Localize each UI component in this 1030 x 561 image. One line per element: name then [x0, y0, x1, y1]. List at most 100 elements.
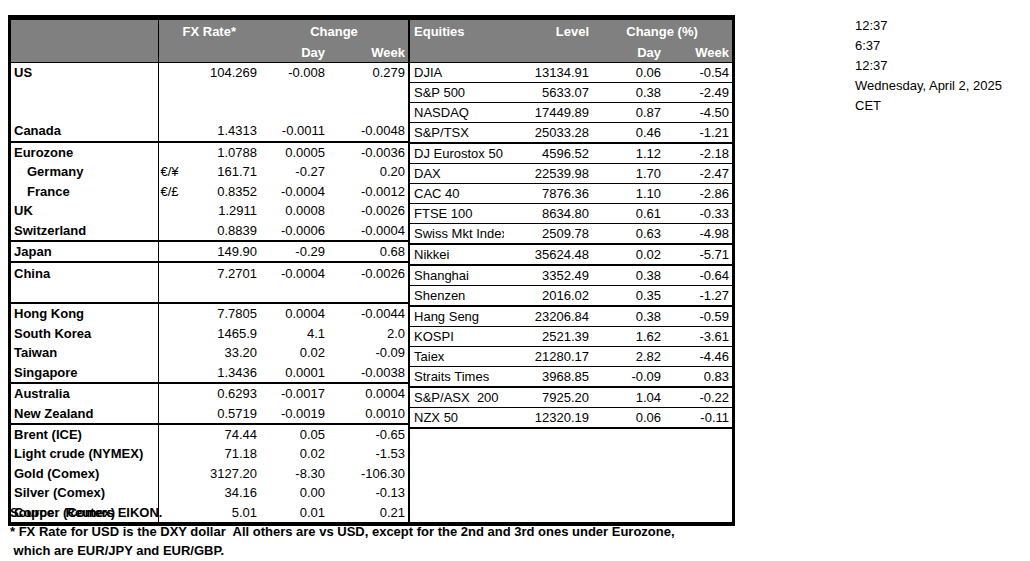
equities-table-row: CAC 407876.361.10-2.86 — [409, 184, 732, 204]
fx-day-change-value: 0.0001 — [260, 362, 328, 382]
fx-pair-label — [158, 142, 190, 162]
fx-rate-value — [190, 102, 260, 121]
fx-table-row: China7.2701-0.0004-0.0026 — [11, 262, 408, 282]
fx-day-change-value: -0.29 — [260, 241, 328, 262]
fx-row-label: Taiwan — [11, 343, 158, 362]
fx-week-change-value: -0.0036 — [328, 142, 408, 162]
equities-table-row: NASDAQ17449.890.87-4.50 — [409, 103, 732, 123]
fx-day-change-value: 0.0008 — [260, 201, 328, 220]
equity-day-change-value: 0.06 — [592, 63, 664, 83]
fx-row-label: US — [11, 63, 158, 83]
equity-day-change-value: 0.38 — [592, 306, 664, 327]
equity-day-change-value: 1.10 — [592, 184, 664, 204]
fx-rate-value: 0.8839 — [190, 220, 260, 240]
fx-day-change-value: 0.02 — [260, 444, 328, 463]
equities-table-body: DJIA13134.910.06-0.54S&P 5005633.070.38-… — [409, 63, 732, 523]
fx-week-change-value — [328, 82, 408, 101]
time-2: 6:37 — [855, 36, 1002, 56]
fx-week-change-value: -0.13 — [328, 483, 408, 502]
equities-header-blank — [504, 43, 592, 63]
fx-week-change-value: -0.0012 — [328, 182, 408, 201]
footnotes: Source: Reuters EIKON. * FX Rate for USD… — [10, 503, 675, 560]
fx-table-row: Hong Kong7.78050.0004-0.0044 — [11, 303, 408, 323]
fx-week-change-value — [328, 102, 408, 121]
fx-table-row: Brent (ICE)74.440.05-0.65 — [11, 424, 408, 444]
fx-rate-value: 3127.20 — [190, 464, 260, 483]
equity-index-label: KOSPI — [409, 327, 504, 347]
fx-week-change-value: -1.53 — [328, 444, 408, 463]
equity-index-label: Straits Times — [409, 367, 504, 388]
equity-day-change-value: 0.63 — [592, 224, 664, 245]
fx-day-change-value: -0.0011 — [260, 121, 328, 141]
fx-day-change-value: 0.0005 — [260, 142, 328, 162]
fx-row-label: Australia — [11, 383, 158, 403]
fx-table-row: Silver (Comex)34.160.00-0.13 — [11, 483, 408, 502]
fx-pair-label — [158, 82, 190, 101]
fx-week-change-value: -0.65 — [328, 424, 408, 444]
fx-table-body: US104.269-0.0080.279Canada1.4313-0.0011-… — [11, 63, 408, 523]
equities-table-row: Hang Seng23206.840.38-0.59 — [409, 306, 732, 327]
fx-day-change-value: 0.02 — [260, 343, 328, 362]
fx-change-column-header: Change — [260, 20, 408, 43]
fx-row-label: China — [11, 262, 158, 282]
fx-week-change-value: -0.0026 — [328, 262, 408, 282]
equity-week-change-value: -4.98 — [664, 224, 732, 245]
equities-week-column-header: Week — [664, 43, 732, 63]
fx-day-change-value: -0.0006 — [260, 220, 328, 240]
equities-day-column-header: Day — [592, 43, 664, 63]
equity-index-label: Hang Seng — [409, 306, 504, 327]
fx-rate-value: 104.269 — [190, 63, 260, 83]
equity-index-label: S&P/ASX 200 — [409, 387, 504, 408]
fx-rate-value: 161.71 — [190, 162, 260, 181]
fx-table-row: Australia0.6293-0.00170.0004 — [11, 383, 408, 403]
source-note: Source: Reuters EIKON. — [10, 503, 675, 522]
fx-day-column-header: Day — [260, 43, 328, 63]
equities-table-row: Nikkei35624.480.02-5.71 — [409, 244, 732, 265]
equity-index-label: DJ Eurostox 50 — [409, 143, 504, 164]
fx-row-label — [11, 82, 158, 101]
fx-week-change-value: -0.0048 — [328, 121, 408, 141]
fx-rates-table: FX Rate* Change Day Week US104.269-0.008… — [11, 20, 408, 522]
fx-rate-value: 71.18 — [190, 444, 260, 463]
fx-rate-value: 1.2911 — [190, 201, 260, 220]
equity-index-label: Swiss Mkt Index — [409, 224, 504, 245]
equity-level-value: 22539.98 — [504, 164, 592, 184]
fx-pair-label — [158, 362, 190, 382]
equity-level-value: 4596.52 — [504, 143, 592, 164]
fx-pair-label — [158, 262, 190, 282]
fx-pair-label — [158, 483, 190, 502]
equity-level-value: 25033.28 — [504, 123, 592, 144]
equity-index-label: Shenzen — [409, 286, 504, 307]
equities-table-row: S&P/TSX25033.280.46-1.21 — [409, 123, 732, 144]
equity-week-change-value: -0.64 — [664, 265, 732, 286]
fx-table-row: US104.269-0.0080.279 — [11, 63, 408, 83]
equity-day-change-value: 1.70 — [592, 164, 664, 184]
fx-day-change-value — [260, 82, 328, 101]
equity-day-change-value: -0.09 — [592, 367, 664, 388]
fx-week-column-header: Week — [328, 43, 408, 63]
fx-header-blank — [11, 43, 158, 63]
fx-row-label: New Zealand — [11, 403, 158, 423]
fx-rate-value: 33.20 — [190, 343, 260, 362]
fx-row-label: Japan — [11, 241, 158, 262]
fx-table-row: Germany€/¥161.71-0.270.20 — [11, 162, 408, 181]
fx-rate-value: 1.4313 — [190, 121, 260, 141]
fx-row-label: Light crude (NYMEX) — [11, 444, 158, 463]
fx-table-row: New Zealand0.5719-0.00190.0010 — [11, 403, 408, 423]
fx-rate-value: 1465.9 — [190, 324, 260, 343]
fx-day-change-value: 0.0004 — [260, 303, 328, 323]
equity-day-change-value: 0.35 — [592, 286, 664, 307]
fx-table-row: France€/£0.8352-0.0004-0.0012 — [11, 182, 408, 201]
change-pct-column-header: Change (%) — [592, 20, 732, 43]
fx-table-row: Light crude (NYMEX) 71.180.02-1.53 — [11, 444, 408, 463]
equity-level-value: 2521.39 — [504, 327, 592, 347]
fx-week-change-value: 2.0 — [328, 324, 408, 343]
equity-level-value: 8634.80 — [504, 204, 592, 224]
equity-index-label: S&P/TSX — [409, 123, 504, 144]
equity-week-change-value: -0.22 — [664, 387, 732, 408]
fx-week-change-value: -0.09 — [328, 343, 408, 362]
equities-table-row: KOSPI2521.391.62-3.61 — [409, 327, 732, 347]
equity-day-change-value: 2.82 — [592, 347, 664, 367]
fx-week-change-value: -106.30 — [328, 464, 408, 483]
fx-row-label — [11, 283, 158, 303]
